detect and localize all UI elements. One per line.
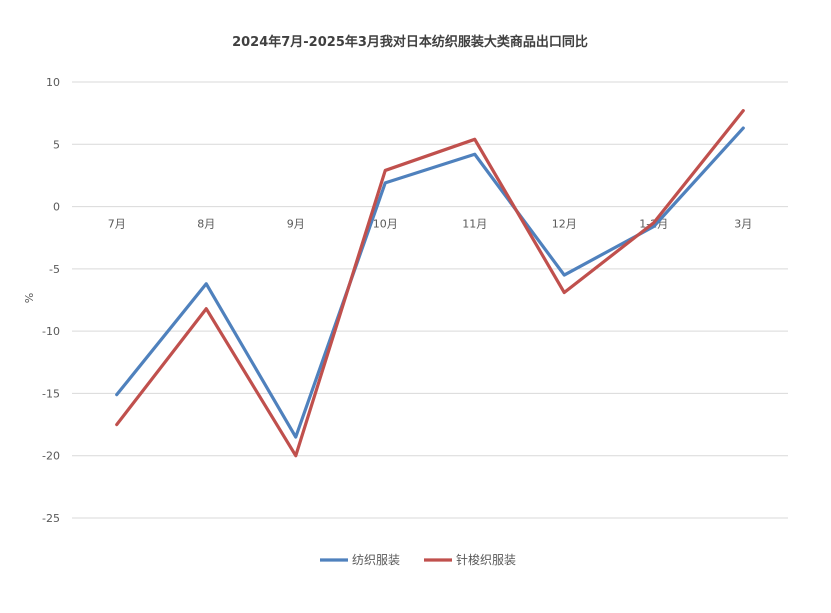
y-tick-label: 0 <box>53 201 60 214</box>
series-lines <box>115 109 745 458</box>
y-tick-label: -15 <box>42 387 60 400</box>
y-axis-label: % <box>23 293 36 303</box>
chart-title: 2024年7月-2025年3月我对日本纺织服装大类商品出口同比 <box>232 34 588 50</box>
x-tick-label: 9月 <box>287 218 305 231</box>
x-tick-label: 7月 <box>108 218 126 231</box>
legend-label: 针梭织服装 <box>456 552 516 567</box>
y-tick-label: -5 <box>49 263 60 276</box>
y-tick-labels: 10 5 0 -5 -10 -15 -20 -25 <box>42 76 60 525</box>
gridlines <box>72 81 788 519</box>
y-tick-label: -20 <box>42 450 60 463</box>
series-line <box>115 109 745 458</box>
legend: 纺织服装 针梭织服装 <box>320 552 516 567</box>
x-tick-label: 12月 <box>552 218 577 231</box>
y-tick-label: 5 <box>53 138 60 151</box>
series-line <box>115 126 745 439</box>
x-tick-label: 11月 <box>462 218 487 231</box>
y-tick-label: -10 <box>42 325 60 338</box>
legend-label: 纺织服装 <box>352 553 400 567</box>
x-tick-label: 3月 <box>734 218 752 231</box>
x-tick-label: 8月 <box>197 218 215 231</box>
y-tick-label: 10 <box>46 76 60 89</box>
y-tick-label: -25 <box>42 512 60 525</box>
x-tick-label: 10月 <box>373 218 398 231</box>
